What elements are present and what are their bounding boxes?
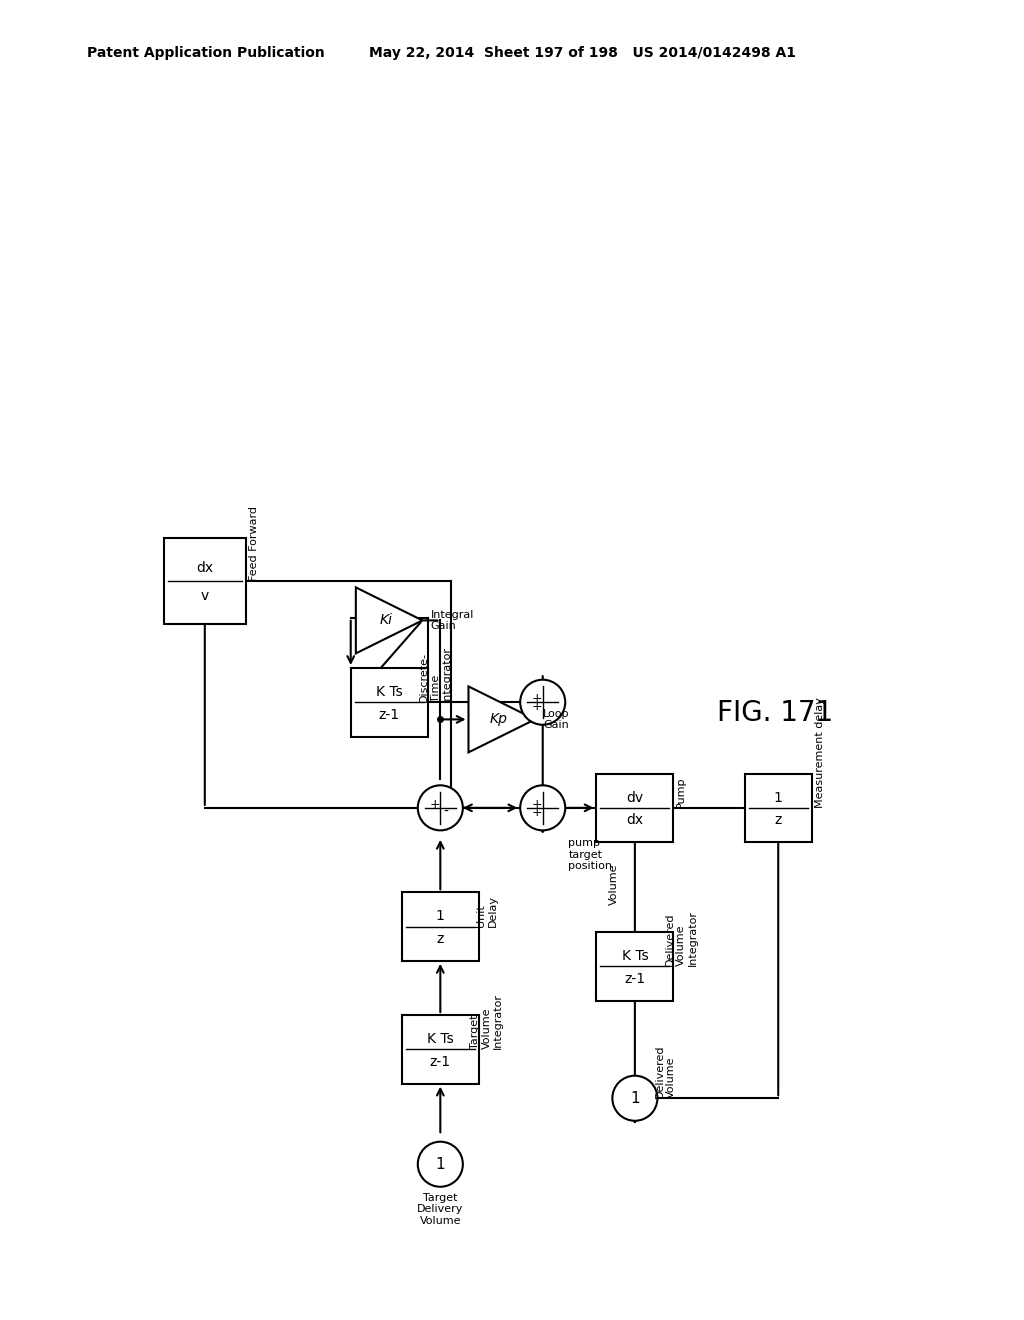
Text: Discrete-
Time
Integrator: Discrete- Time Integrator [419, 647, 453, 702]
Text: Target
Delivery
Volume: Target Delivery Volume [417, 1193, 464, 1226]
Text: +: + [531, 805, 543, 818]
Text: Loop
Gain: Loop Gain [543, 709, 569, 730]
Text: z: z [436, 932, 444, 946]
Bar [596, 774, 674, 842]
Text: Integral
Gain: Integral Gain [430, 610, 474, 631]
Polygon shape [356, 587, 422, 653]
Circle shape [612, 1076, 657, 1121]
Bar [401, 1015, 479, 1084]
Text: z-1: z-1 [625, 972, 645, 986]
Text: z: z [774, 813, 782, 828]
Text: Delivered
Volume: Delivered Volume [654, 1044, 676, 1098]
Polygon shape [469, 686, 535, 752]
Text: -: - [443, 805, 449, 820]
Text: 1: 1 [774, 791, 782, 805]
Bar [745, 774, 811, 842]
Text: FIG. 171: FIG. 171 [717, 698, 834, 727]
Bar [164, 539, 246, 623]
Text: dx: dx [627, 813, 643, 828]
Text: +: + [531, 693, 543, 705]
Text: May 22, 2014  Sheet 197 of 198   US 2014/0142498 A1: May 22, 2014 Sheet 197 of 198 US 2014/01… [369, 46, 796, 59]
Text: +: + [531, 700, 543, 713]
Text: z-1: z-1 [430, 1055, 451, 1069]
Text: Patent Application Publication: Patent Application Publication [87, 46, 325, 59]
Text: +: + [429, 799, 440, 810]
Circle shape [418, 785, 463, 830]
Text: 1: 1 [436, 909, 444, 924]
Text: dv: dv [627, 791, 643, 805]
Text: K Ts: K Ts [376, 685, 402, 700]
Circle shape [520, 680, 565, 725]
Text: Ki: Ki [379, 614, 392, 627]
Text: Feed Forward: Feed Forward [249, 506, 259, 581]
Text: Pump: Pump [676, 776, 686, 808]
Text: dx: dx [197, 561, 213, 576]
Text: v: v [201, 589, 209, 603]
Circle shape [520, 785, 565, 830]
Bar [401, 892, 479, 961]
Text: pump
target
position: pump target position [568, 838, 612, 871]
Text: +: + [531, 799, 543, 810]
Text: K Ts: K Ts [427, 1032, 454, 1047]
Circle shape [418, 1142, 463, 1187]
Text: Delivered
Volume
Integrator: Delivered Volume Integrator [665, 911, 698, 966]
Text: Unit
Delay: Unit Delay [476, 895, 498, 927]
Bar [350, 668, 428, 737]
Text: z-1: z-1 [379, 708, 399, 722]
Text: Kp: Kp [489, 713, 507, 726]
Text: 1: 1 [630, 1090, 640, 1106]
Text: Target
Volume
Integrator: Target Volume Integrator [470, 994, 504, 1049]
Text: Measurement delay: Measurement delay [814, 697, 824, 808]
Text: Volume: Volume [609, 863, 620, 906]
Bar [596, 932, 674, 1001]
Text: K Ts: K Ts [622, 949, 648, 964]
Text: 1: 1 [435, 1156, 445, 1172]
